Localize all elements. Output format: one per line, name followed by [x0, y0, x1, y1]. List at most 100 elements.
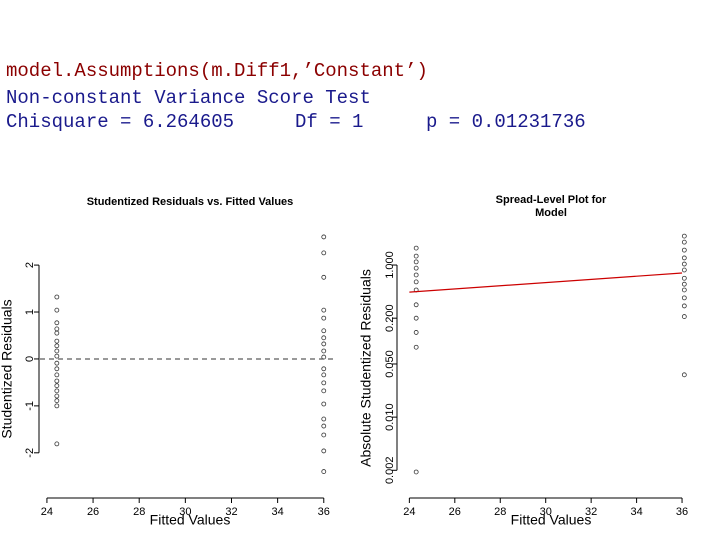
point: [54, 307, 60, 313]
point: [321, 341, 327, 347]
point: [321, 274, 327, 280]
point: [54, 398, 60, 404]
point: [413, 469, 419, 475]
point: [681, 233, 687, 239]
chisquare: Chisquare = 6.264605: [6, 111, 235, 133]
point: [413, 315, 419, 321]
point: [321, 388, 327, 394]
point: [54, 320, 60, 326]
point: [321, 366, 327, 372]
point: [413, 245, 419, 251]
point: [321, 307, 327, 313]
point: [54, 326, 60, 332]
point: [681, 267, 687, 273]
x-tick-label: 36: [318, 506, 330, 518]
x-tick-label: 26: [449, 506, 461, 518]
df: Df = 1: [295, 111, 364, 133]
x-tick-label: 34: [272, 506, 284, 518]
chart-title: Model: [535, 207, 567, 219]
x-tick-label: 24: [403, 506, 415, 518]
point: [321, 234, 327, 240]
point: [413, 344, 419, 350]
point: [54, 441, 60, 447]
chart-title: Spread-Level Plot for: [496, 194, 607, 206]
point: [54, 330, 60, 336]
y-tick-label: 0.200: [384, 304, 396, 332]
point: [54, 360, 60, 366]
point: [54, 353, 60, 359]
p-value: p = 0.01231736: [426, 111, 586, 133]
point: [681, 287, 687, 293]
point: [54, 403, 60, 409]
y-axis-label: Studentized Residuals: [0, 299, 15, 438]
x-tick-label: 26: [87, 506, 99, 518]
point: [681, 261, 687, 267]
y-tick-label: 1: [24, 309, 36, 315]
point: [413, 272, 419, 278]
point: [54, 366, 60, 372]
point: [681, 303, 687, 309]
point: [321, 401, 327, 407]
point: [54, 343, 60, 349]
point: [54, 372, 60, 378]
point: [321, 354, 327, 360]
point: [321, 416, 327, 422]
point: [54, 393, 60, 399]
y-tick-label: 0.002: [384, 457, 396, 485]
point: [321, 380, 327, 386]
point: [681, 314, 687, 319]
point: [413, 265, 419, 271]
point: [321, 448, 327, 454]
x-axis-label: Fitted Values: [511, 512, 592, 528]
point: [321, 315, 327, 321]
y-tick-label: 0.050: [384, 350, 396, 378]
point: [321, 348, 327, 354]
point: [321, 423, 327, 429]
point: [681, 275, 687, 281]
y-tick-label: -1: [24, 401, 36, 411]
point: [321, 469, 327, 474]
point: [54, 338, 60, 344]
y-tick-label: 2: [24, 262, 36, 268]
test-name: Non-constant Variance Score Test: [6, 87, 371, 109]
point: [321, 432, 327, 438]
y-axis-label: Absolute Studentized Residuals: [358, 269, 374, 467]
point: [321, 328, 327, 334]
point: [681, 372, 687, 378]
x-axis-label: Fitted Values: [150, 512, 231, 528]
point: [54, 348, 60, 354]
x-tick-label: 32: [585, 506, 597, 518]
y-tick-label: 0: [24, 356, 36, 362]
point: [54, 388, 60, 394]
point: [681, 295, 687, 301]
x-tick-label: 34: [630, 506, 642, 518]
point: [413, 253, 419, 259]
x-tick-label: 28: [494, 506, 506, 518]
x-tick-label: 30: [179, 506, 191, 518]
point: [54, 378, 60, 384]
point: [681, 239, 687, 245]
y-tick-label: 1.000: [384, 251, 396, 279]
point: [321, 372, 327, 378]
x-tick-label: 24: [41, 506, 53, 518]
x-tick-label: 36: [676, 506, 688, 518]
point: [413, 259, 419, 265]
point: [681, 247, 687, 253]
point: [54, 383, 60, 389]
x-tick-label: 28: [133, 506, 145, 518]
model-call: model.Assumptions(m.Diff1,’Constant’): [6, 60, 428, 82]
x-tick-label: 32: [225, 506, 237, 518]
point: [413, 279, 419, 285]
y-tick-label: 0.010: [384, 403, 396, 431]
fit-line: [409, 272, 683, 293]
y-tick-label: -2: [24, 448, 36, 458]
point: [54, 294, 60, 300]
point: [321, 250, 327, 256]
chart-title: Studentized Residuals vs. Fitted Values: [87, 196, 294, 208]
point: [413, 302, 419, 308]
point: [321, 335, 327, 341]
point: [681, 281, 687, 287]
x-tick-label: 30: [540, 506, 552, 518]
